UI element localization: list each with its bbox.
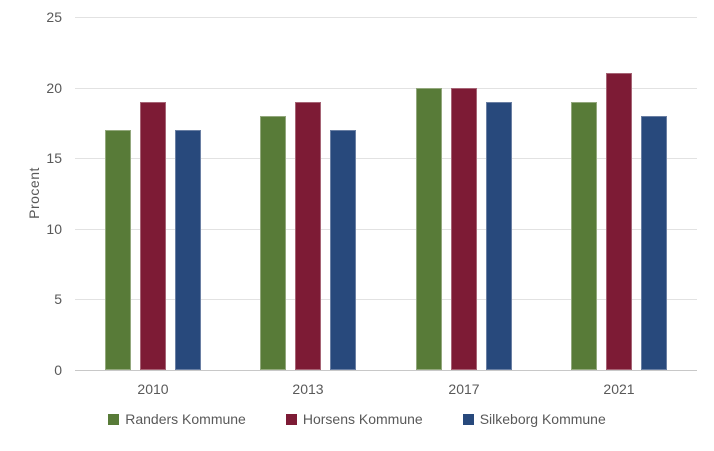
gridline-10 — [75, 229, 697, 230]
bar-silkeborg-kommune-2010 — [175, 130, 201, 370]
y-axis-title: Procent — [26, 167, 42, 219]
legend-swatch-randers-kommune — [108, 413, 120, 425]
bar-silkeborg-kommune-2021 — [641, 116, 667, 370]
bar-silkeborg-kommune-2017 — [486, 102, 512, 370]
legend-label-randers-kommune: Randers Kommune — [125, 411, 246, 427]
bar-horsens-kommune-2021 — [606, 73, 632, 370]
legend: Randers Kommune Horsens Kommune Silkeborg … — [0, 411, 714, 427]
y-tick-label-5: 5 — [54, 291, 62, 307]
y-tick-label-10: 10 — [46, 221, 62, 237]
bar-horsens-kommune-2017 — [451, 88, 477, 370]
x-tick-label-2021: 2021 — [603, 381, 635, 397]
x-axis-line — [75, 370, 697, 371]
bar-horsens-kommune-2013 — [295, 102, 321, 370]
legend-item-silkeborg-kommune: Silkeborg Kommune — [462, 411, 606, 427]
legend-item-randers-kommune: Randers Kommune — [108, 411, 246, 427]
bar-silkeborg-kommune-2013 — [330, 130, 356, 370]
bar-randers-kommune-2013 — [260, 116, 286, 370]
x-tick-label-2010: 2010 — [137, 381, 169, 397]
legend-swatch-horsens-kommune — [285, 413, 297, 425]
y-tick-label-20: 20 — [46, 80, 62, 96]
bar-randers-kommune-2021 — [571, 102, 597, 370]
legend-swatch-silkeborg-kommune — [462, 413, 474, 425]
gridline-25 — [75, 17, 697, 18]
y-tick-label-0: 0 — [54, 362, 62, 378]
bar-randers-kommune-2017 — [416, 88, 442, 370]
gridline-20 — [75, 88, 697, 89]
gridline-5 — [75, 299, 697, 300]
bar-randers-kommune-2010 — [105, 130, 131, 370]
y-tick-label-15: 15 — [46, 150, 62, 166]
y-tick-label-25: 25 — [46, 9, 62, 25]
x-tick-label-2017: 2017 — [448, 381, 480, 397]
bar-horsens-kommune-2010 — [140, 102, 166, 370]
legend-label-silkeborg-kommune: Silkeborg Kommune — [479, 411, 606, 427]
legend-item-horsens-kommune: Horsens Kommune — [285, 411, 423, 427]
x-tick-label-2013: 2013 — [292, 381, 324, 397]
legend-label-horsens-kommune: Horsens Kommune — [302, 411, 423, 427]
gridline-15 — [75, 158, 697, 159]
